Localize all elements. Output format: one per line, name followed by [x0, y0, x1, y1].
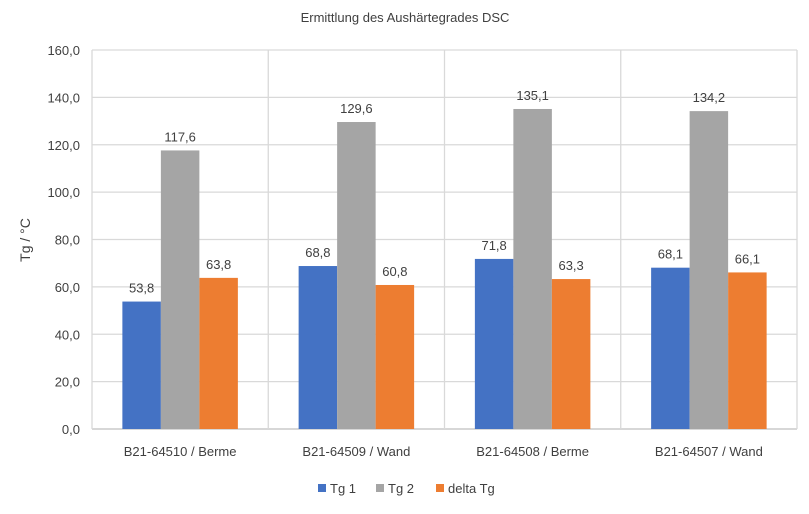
data-label: 66,1 [735, 251, 760, 266]
y-axis-label: Tg / °C [17, 218, 33, 262]
data-label: 68,1 [658, 247, 683, 262]
data-label: 117,6 [164, 129, 196, 144]
legend: Tg 1 Tg 2 delta Tg [318, 481, 495, 496]
legend-label: Tg 2 [388, 481, 414, 496]
data-label: 60,8 [382, 264, 407, 279]
chart-title: Ermittlung des Aushärtegrades DSC [301, 10, 510, 25]
data-label: 68,8 [305, 245, 330, 260]
y-tick-label: 0,0 [62, 422, 80, 437]
legend-swatch [318, 484, 326, 492]
y-tick-label: 40,0 [55, 327, 80, 342]
data-label: 63,3 [558, 258, 583, 273]
bar [122, 301, 161, 429]
legend-swatch [436, 484, 444, 492]
data-label: 53,8 [129, 281, 154, 296]
bar [689, 111, 729, 430]
bar [199, 277, 238, 429]
bar [298, 266, 338, 429]
y-tick-label: 140,0 [47, 90, 80, 105]
legend-label: Tg 1 [330, 481, 356, 496]
y-tick-label: 100,0 [47, 185, 80, 200]
data-label: 129,6 [340, 101, 373, 116]
x-tick-label: B21-64510 / Berme [124, 444, 237, 459]
bar [513, 108, 552, 429]
legend-swatch [376, 484, 384, 492]
bar [728, 272, 767, 429]
bar [337, 122, 376, 429]
y-tick-label: 80,0 [55, 233, 80, 248]
data-label: 71,8 [481, 238, 506, 253]
bar [551, 279, 591, 429]
bar [160, 150, 200, 429]
x-tick-label: B21-64509 / Wand [302, 444, 410, 459]
x-tick-label: B21-64507 / Wand [655, 444, 763, 459]
x-tick-label: B21-64508 / Berme [476, 444, 589, 459]
y-tick-label: 120,0 [47, 138, 80, 153]
bar [375, 284, 415, 429]
y-tick-label: 20,0 [55, 375, 80, 390]
y-tick-label: 60,0 [55, 280, 80, 295]
bar [651, 267, 690, 429]
legend-label: delta Tg [448, 481, 495, 496]
data-label: 134,2 [693, 90, 726, 105]
bar [474, 258, 514, 429]
data-label: 135,1 [516, 88, 549, 103]
data-label: 63,8 [206, 257, 231, 272]
y-tick-label: 160,0 [47, 43, 80, 58]
